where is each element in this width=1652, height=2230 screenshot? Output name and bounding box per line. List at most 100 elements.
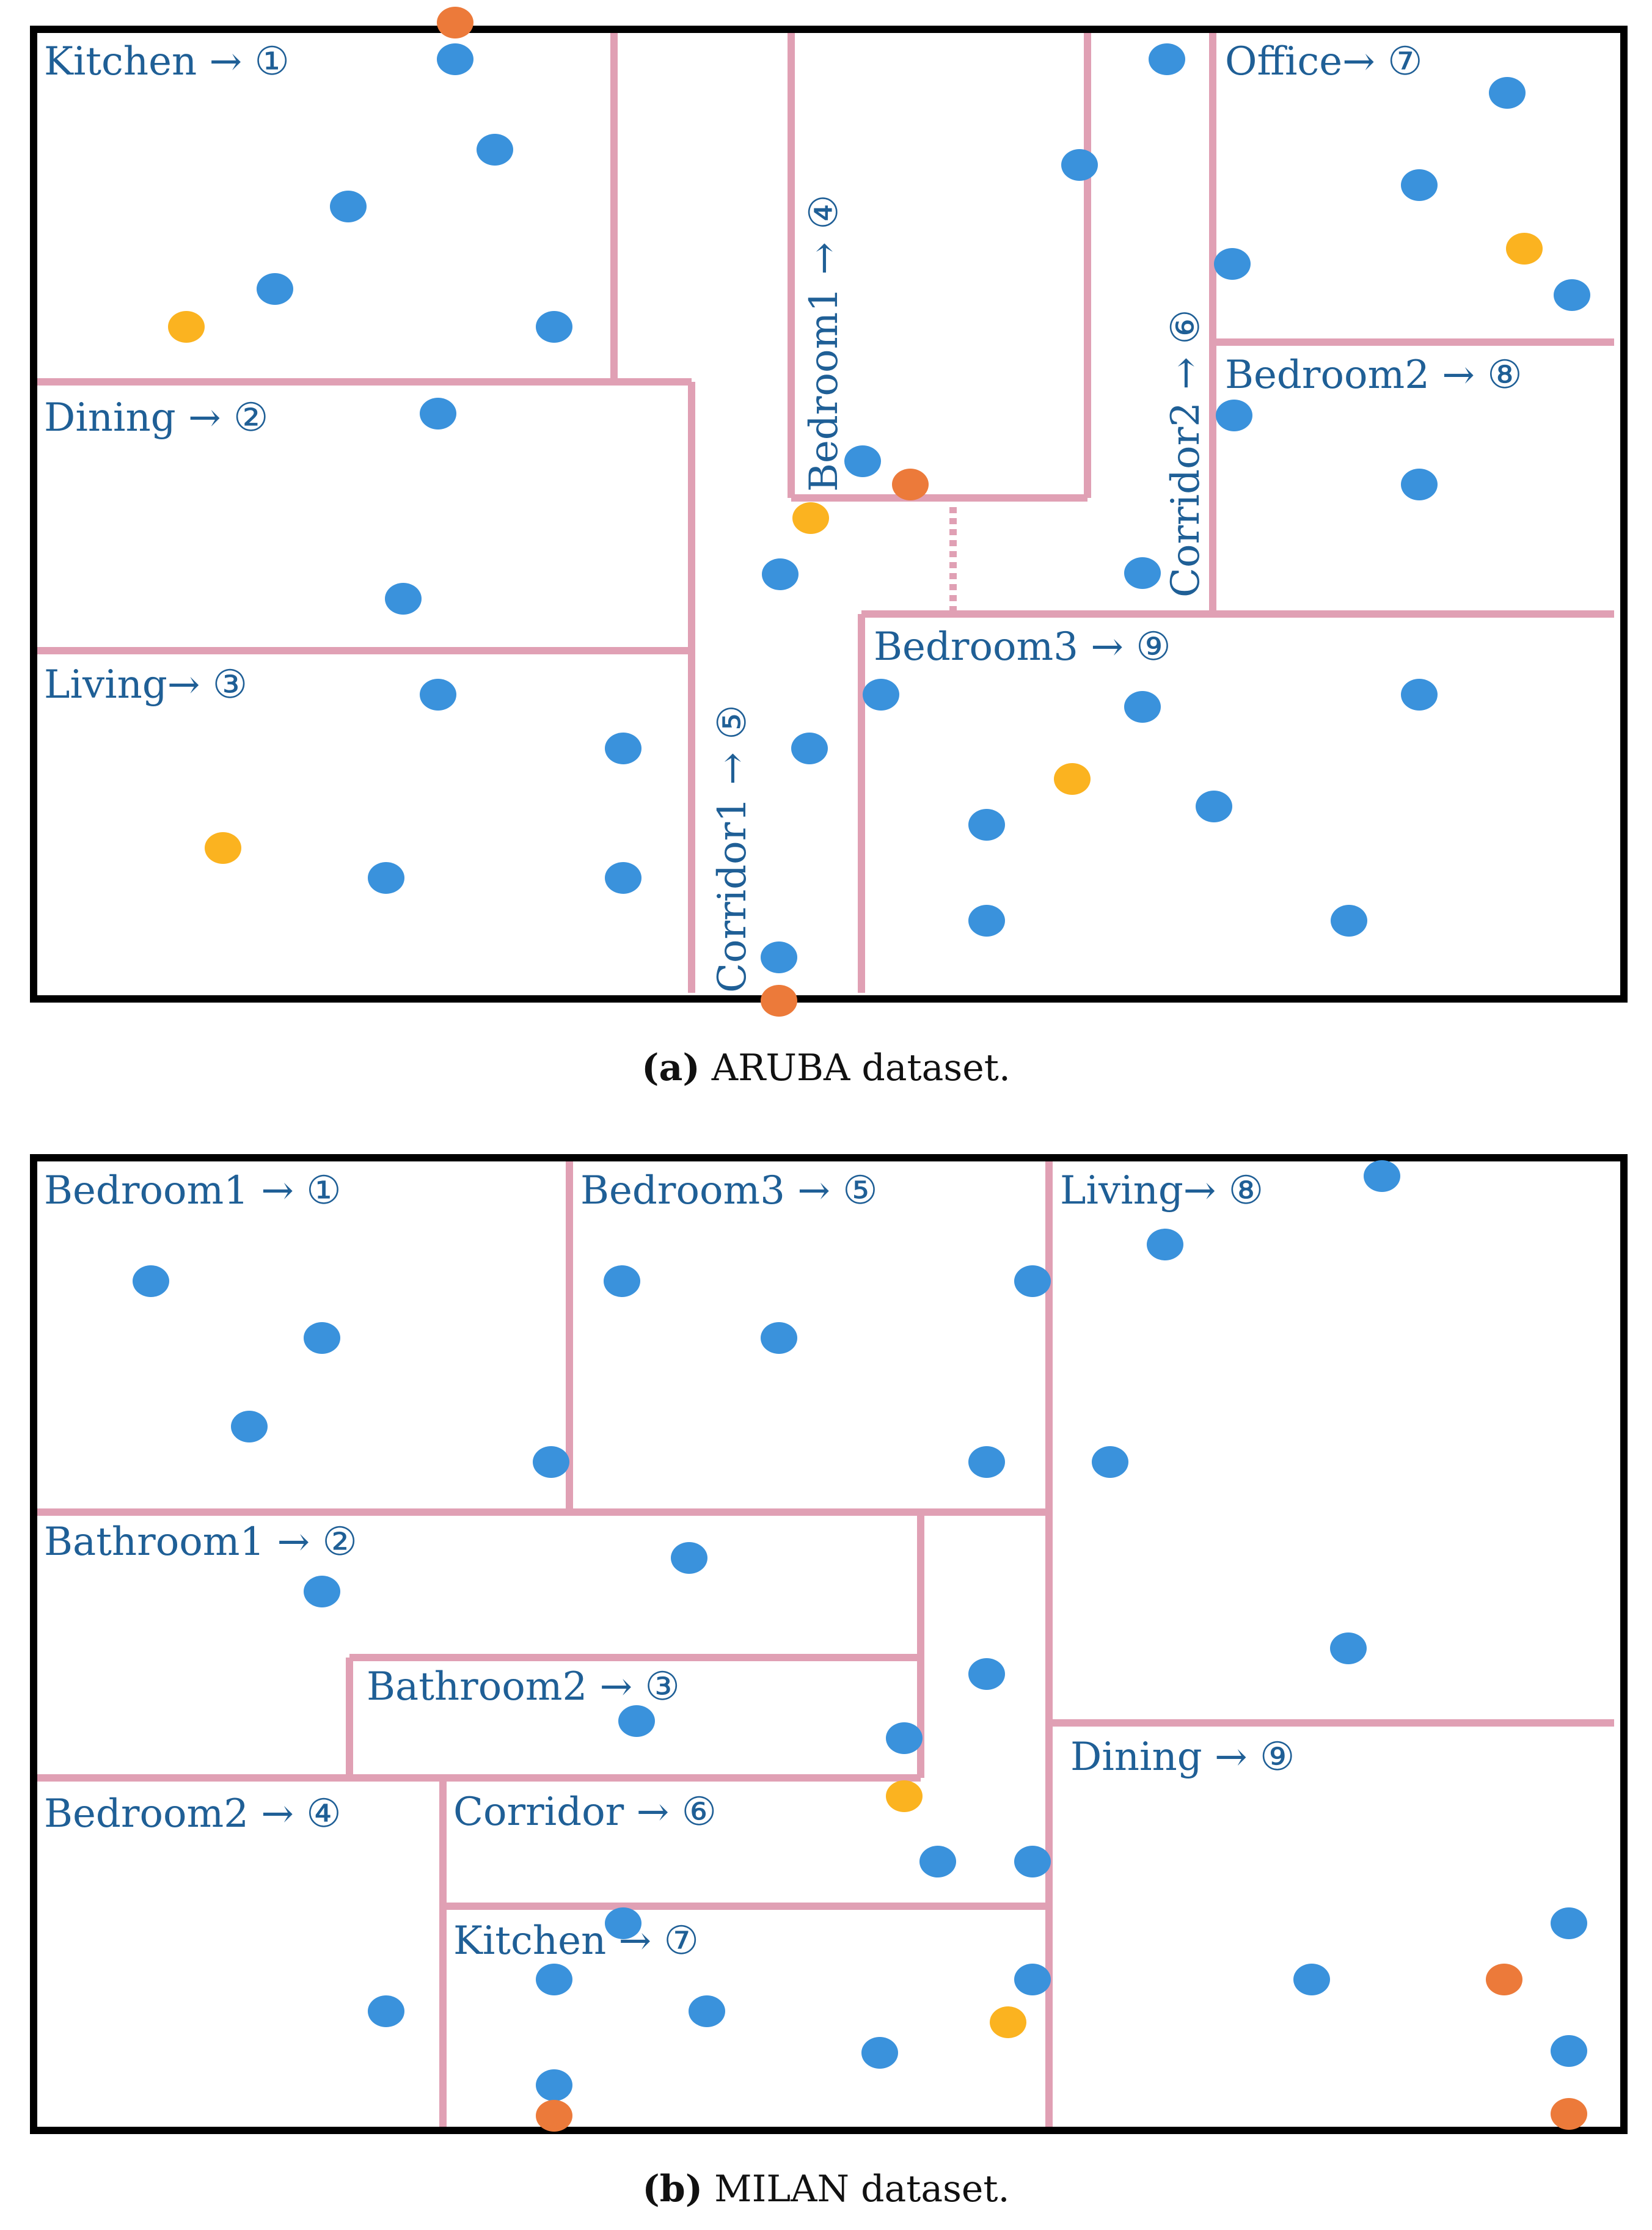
motion-sensor [533,1446,569,1478]
door-sensor [761,985,797,1017]
temperature-sensor [990,2006,1026,2038]
motion-sensor [1364,1160,1400,1192]
room-label-corridor2: Corridor2 → ⑥ [1163,309,1208,598]
motion-sensor [1293,1964,1330,1995]
milan-room-walls [34,1161,1614,2129]
motion-sensor [231,1411,268,1442]
motion-sensor [420,679,456,711]
motion-sensor [385,583,422,615]
room-label-corridor1: Corridor1 → ⑤ [710,704,755,993]
motion-sensor [605,862,641,894]
room-label-bedroom1: Bedroom1 → ① [44,1168,342,1213]
motion-sensor [437,43,473,75]
motion-sensor [1489,77,1526,109]
motion-sensor [968,1446,1005,1478]
motion-sensor [863,679,899,711]
room-label-corridor: Corridor → ⑥ [453,1789,717,1835]
caption-milan-text: MILAN dataset. [703,2168,1010,2210]
aruba-room-walls [34,29,1614,993]
motion-sensor [689,1995,725,2027]
temperature-sensor [792,502,829,534]
motion-sensor [1092,1446,1128,1478]
motion-sensor [368,862,404,894]
door-sensor [536,2100,572,2132]
room-label-kitchen: Kitchen → ⑦ [453,1918,699,1964]
door-sensor [1486,1964,1522,1995]
room-label-bedroom3: Bedroom3 → ⑨ [874,624,1171,670]
motion-sensor [1330,1632,1367,1664]
room-label-dining: Dining → ⑨ [1070,1735,1295,1780]
milan-room-labels: Bedroom1 → ① Bathroom1 → ② Bathroom2 → ③… [44,1168,1295,1964]
motion-sensor [761,1322,797,1354]
motion-sensor [1401,469,1438,500]
motion-sensor [1554,279,1590,311]
room-label-office: Office→ ⑦ [1225,39,1422,84]
motion-sensor [1401,169,1438,201]
room-label-kitchen: Kitchen → ① [44,39,290,84]
motion-sensor [968,809,1005,841]
motion-sensor [605,1907,641,1939]
motion-sensor [968,905,1005,937]
motion-sensor [1061,149,1098,181]
caption-milan-prefix: (b) [642,2168,703,2210]
milan-sensors [133,1160,1587,2132]
motion-sensor [886,1722,923,1754]
caption-milan: (b) MILAN dataset. [642,2168,1009,2210]
aruba-room-labels: Kitchen → ① Dining → ② Living→ ③ Bedroom… [44,39,1522,993]
temperature-sensor [1054,763,1091,795]
motion-sensor [919,1846,956,1877]
room-label-dining: Dining → ② [44,395,268,441]
motion-sensor [861,2037,898,2069]
caption-aruba-text: ARUBA dataset. [700,1047,1011,1089]
room-label-bedroom3: Bedroom3 → ⑤ [580,1168,878,1213]
milan-outer-wall [30,1154,1628,2134]
motion-sensor [257,273,293,305]
motion-sensor [1124,557,1161,589]
motion-sensor [1331,905,1367,937]
motion-sensor [304,1322,340,1354]
temperature-sensor [1506,233,1543,265]
motion-sensor [1147,1229,1183,1260]
motion-sensor [368,1995,404,2027]
motion-sensor [968,1658,1005,1690]
motion-sensor [536,311,572,343]
motion-sensor [420,398,456,430]
motion-sensor [536,2069,572,2101]
motion-sensor [844,445,881,477]
motion-sensor [791,733,828,764]
motion-sensor [536,1964,572,1995]
motion-sensor [1014,1265,1051,1297]
door-sensor [437,7,473,38]
aruba-outer-wall [30,26,1628,1003]
temperature-sensor [168,311,205,343]
room-label-bedroom1: Bedroom1 → ④ [802,194,847,492]
motion-sensor [1124,691,1161,723]
motion-sensor [1551,2035,1587,2067]
motion-sensor [1216,400,1252,431]
room-label-living: Living→ ⑧ [1060,1168,1263,1213]
temperature-sensor [886,1780,923,1812]
motion-sensor [1214,248,1251,280]
motion-sensor [604,1265,640,1297]
motion-sensor [671,1542,707,1574]
motion-sensor [1196,791,1232,822]
room-label-bathroom1: Bathroom1 → ② [44,1519,357,1565]
caption-aruba: (a) ARUBA dataset. [641,1047,1011,1089]
motion-sensor [1014,1964,1051,1995]
milan-floor-plan: Bedroom1 → ① Bathroom1 → ② Bathroom2 → ③… [30,1154,1628,2210]
door-sensor [892,469,929,500]
motion-sensor [1401,679,1438,711]
caption-aruba-prefix: (a) [641,1047,700,1089]
motion-sensor [605,733,641,764]
motion-sensor [304,1576,340,1607]
temperature-sensor [205,832,241,864]
motion-sensor [762,558,799,590]
aruba-sensors [168,7,1590,1017]
motion-sensor [133,1265,169,1297]
aruba-floor-plan: Kitchen → ① Dining → ② Living→ ③ Bedroom… [30,7,1628,1089]
room-label-bathroom2: Bathroom2 → ③ [367,1664,680,1709]
room-label-living: Living→ ③ [44,662,247,707]
motion-sensor [618,1705,655,1737]
motion-sensor [761,941,797,973]
